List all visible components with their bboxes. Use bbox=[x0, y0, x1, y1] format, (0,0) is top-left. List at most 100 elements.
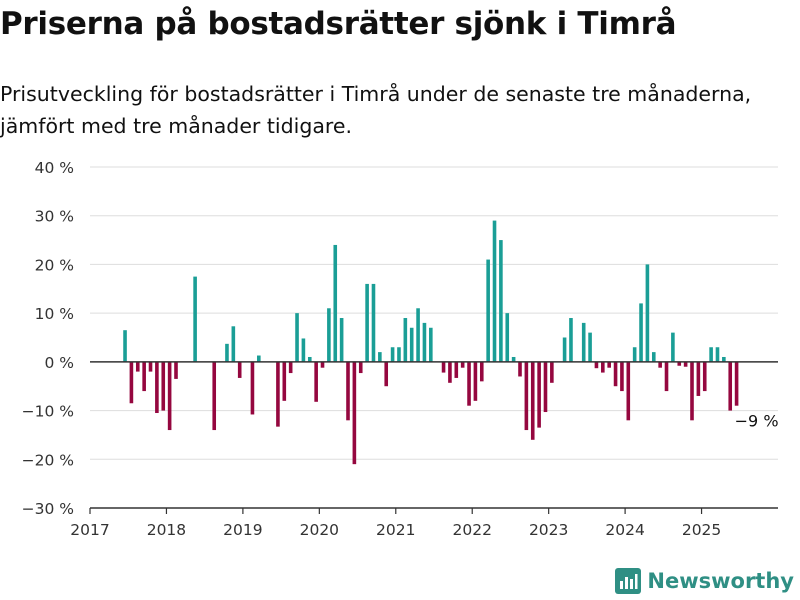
bar bbox=[734, 361, 739, 406]
bar bbox=[651, 352, 656, 362]
bar bbox=[690, 361, 694, 421]
bar bbox=[588, 332, 592, 362]
bar bbox=[454, 361, 459, 378]
bar bbox=[155, 361, 159, 414]
bar bbox=[333, 244, 338, 362]
bar bbox=[613, 361, 618, 387]
bar bbox=[511, 356, 516, 362]
bar bbox=[683, 361, 688, 367]
bar bbox=[295, 313, 299, 362]
bar bbox=[562, 337, 567, 362]
bar bbox=[702, 361, 707, 392]
bar bbox=[276, 361, 280, 427]
bar bbox=[384, 361, 389, 387]
bar bbox=[161, 361, 166, 411]
bar bbox=[225, 343, 229, 362]
bar-chart: 40 % 30 % 20 % 10 % 0 % −10 % −20 % −30 % 2017 20… bbox=[22, 159, 779, 539]
bar bbox=[397, 347, 401, 362]
bar bbox=[722, 356, 726, 362]
x-tick-label: 2021 bbox=[376, 521, 415, 539]
bar bbox=[371, 283, 376, 362]
bar bbox=[518, 361, 522, 377]
bar bbox=[257, 355, 261, 362]
bar bbox=[288, 361, 293, 374]
bar bbox=[473, 361, 478, 401]
bar bbox=[530, 361, 535, 440]
bar bbox=[601, 361, 605, 373]
bar bbox=[607, 361, 611, 368]
annotation-label: −9 % bbox=[735, 412, 779, 431]
brand-logo: Newsworthy bbox=[615, 568, 794, 594]
bar bbox=[429, 327, 433, 362]
y-tick-label: 20 % bbox=[35, 256, 74, 274]
bar bbox=[346, 361, 350, 421]
bar bbox=[486, 259, 490, 362]
x-tick-label: 2018 bbox=[147, 521, 186, 539]
bar bbox=[129, 361, 134, 404]
bar bbox=[409, 327, 414, 362]
bar bbox=[327, 308, 331, 362]
y-tick-label: 10 % bbox=[35, 305, 74, 323]
bar bbox=[123, 330, 127, 362]
x-tick-label: 2019 bbox=[223, 521, 262, 539]
x-tick-label: 2022 bbox=[452, 521, 491, 539]
bar bbox=[632, 347, 637, 362]
bar bbox=[543, 361, 548, 413]
bar bbox=[301, 338, 306, 362]
bar bbox=[492, 220, 497, 362]
bar bbox=[416, 308, 420, 362]
bar bbox=[422, 322, 427, 362]
x-tick-label: 2017 bbox=[70, 521, 109, 539]
chart-subtitle: Prisutveckling för bostadsrätter i Timrå… bbox=[0, 82, 752, 138]
bar bbox=[645, 264, 650, 362]
bar bbox=[594, 361, 599, 369]
bar bbox=[237, 361, 242, 378]
bar bbox=[505, 313, 510, 362]
bar bbox=[148, 361, 153, 372]
chart-title: Priserna på bostadsrätter sjönk i Timrå bbox=[0, 6, 677, 42]
bar bbox=[448, 361, 452, 383]
bar bbox=[231, 326, 236, 362]
bar bbox=[282, 361, 287, 401]
bar bbox=[569, 318, 573, 362]
brand-name: Newsworthy bbox=[647, 569, 794, 593]
bar bbox=[671, 332, 675, 362]
bar bbox=[639, 303, 643, 362]
bar bbox=[212, 361, 217, 431]
y-tick-label: 40 % bbox=[35, 159, 74, 177]
bar bbox=[658, 361, 662, 368]
y-tick-label: −20 % bbox=[22, 451, 74, 469]
newsworthy-logo-icon bbox=[615, 568, 642, 594]
bar bbox=[581, 322, 586, 362]
bar bbox=[709, 347, 713, 362]
y-tick-label: 0 % bbox=[44, 354, 74, 372]
bar bbox=[250, 361, 255, 415]
bar bbox=[696, 361, 701, 396]
bar bbox=[550, 361, 554, 383]
bar bbox=[320, 361, 325, 368]
y-tick-label: −10 % bbox=[22, 403, 74, 421]
bar bbox=[728, 361, 733, 411]
bar bbox=[174, 361, 178, 379]
bar bbox=[365, 283, 369, 362]
bar bbox=[390, 347, 395, 362]
y-tick-label: 30 % bbox=[35, 208, 74, 226]
bar bbox=[352, 361, 357, 465]
bar bbox=[715, 347, 720, 362]
bar bbox=[441, 361, 446, 373]
bar bbox=[135, 361, 140, 372]
bar bbox=[664, 361, 669, 392]
bar bbox=[339, 318, 344, 362]
bar bbox=[314, 361, 318, 402]
x-tick-label: 2025 bbox=[682, 521, 721, 539]
bar bbox=[307, 356, 312, 362]
bar bbox=[167, 361, 172, 431]
bar bbox=[403, 318, 408, 362]
x-tick-label: 2023 bbox=[529, 521, 568, 539]
bar bbox=[460, 361, 465, 368]
bar bbox=[479, 361, 484, 382]
bar bbox=[677, 361, 682, 366]
bar bbox=[193, 276, 197, 362]
bar bbox=[358, 361, 363, 374]
bar bbox=[378, 352, 382, 362]
